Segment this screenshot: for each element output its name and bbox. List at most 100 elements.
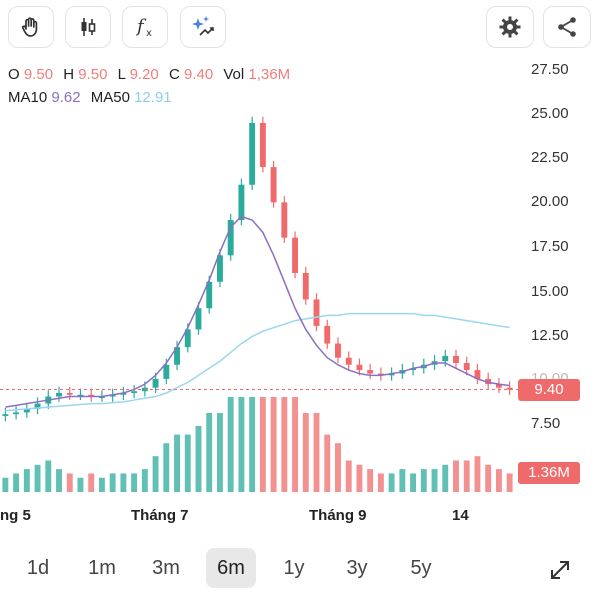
- range-5y-button[interactable]: 5y: [410, 557, 432, 579]
- volume-bar: [34, 464, 41, 492]
- volume-bar: [420, 469, 427, 492]
- volume-bar: [23, 469, 30, 492]
- candle-body: [324, 325, 331, 344]
- candle-body: [238, 184, 245, 221]
- candle-body: [313, 299, 320, 326]
- candle-body: [335, 343, 341, 358]
- volume-bar: [206, 412, 213, 492]
- share-button[interactable]: [543, 6, 591, 48]
- volume-bar: [249, 397, 256, 492]
- range-6m-button[interactable]: 6m: [206, 548, 256, 588]
- ma10-label: MA10: [8, 89, 48, 106]
- candle-body: [34, 403, 41, 409]
- candle-body: [377, 373, 384, 376]
- candle-body: [356, 364, 363, 371]
- candle-body: [485, 378, 492, 385]
- volume-label: Vol: [223, 66, 245, 83]
- volume-bar: [377, 473, 384, 492]
- volume-bar: [399, 469, 406, 492]
- volume-bar: [216, 412, 223, 492]
- range-3m-button[interactable]: 3m: [152, 557, 180, 579]
- volume-bar: [141, 469, 148, 492]
- volume-bar: [453, 460, 459, 492]
- price-chart[interactable]: [0, 0, 600, 540]
- volume-bar: [506, 473, 513, 492]
- low-label: L: [117, 66, 126, 83]
- volume-bar: [367, 469, 374, 492]
- x-axis-label: ng 5: [0, 507, 31, 524]
- x-axis-label: Tháng 7: [131, 507, 189, 524]
- ai-insights-button[interactable]: [180, 6, 226, 48]
- volume-bar: [270, 397, 277, 492]
- y-tick: 27.50: [531, 61, 569, 78]
- ma10-value: 9.62: [51, 89, 81, 106]
- volume-bar: [13, 473, 20, 492]
- range-1d-button[interactable]: 1d: [26, 557, 50, 579]
- volume-value: 1,36M: [248, 66, 291, 83]
- indicators-button[interactable]: f x: [122, 6, 168, 48]
- settings-button[interactable]: [486, 6, 534, 48]
- range-1y-button[interactable]: 1y: [283, 557, 305, 579]
- volume-bar: [313, 412, 320, 492]
- candle-body: [184, 329, 191, 348]
- volume-bar: [345, 460, 352, 492]
- candle-body: [388, 373, 395, 376]
- high-value: 9.50: [78, 66, 108, 83]
- candle-body: [152, 378, 159, 388]
- volume-bar: [356, 464, 363, 492]
- volume-bar: [2, 477, 9, 492]
- ma50-line: [5, 312, 510, 412]
- volume-bar: [227, 397, 234, 492]
- volume-bar: [463, 460, 470, 492]
- candle-body: [292, 237, 299, 273]
- candle-body: [131, 391, 138, 393]
- y-tick: 15.00: [531, 283, 569, 300]
- ai-sparkle-icon: [192, 16, 214, 36]
- candle-body: [270, 167, 277, 203]
- volume-bar: [131, 473, 138, 492]
- volume-bar: [45, 460, 52, 492]
- ma-legend: MA10 9.62 MA50 12.91: [8, 89, 172, 106]
- chart-type-button[interactable]: [65, 6, 111, 48]
- candle-body: [495, 384, 502, 388]
- y-tick: 25.00: [531, 105, 569, 122]
- candle-body: [442, 355, 449, 362]
- volume-bar: [152, 456, 159, 492]
- function-icon: f x: [135, 16, 152, 39]
- share-icon: [558, 17, 576, 37]
- range-selector: 1d 1m 3m 6m 1y 3y 5y: [0, 544, 600, 600]
- volume-bar: [184, 434, 191, 492]
- candle-body: [463, 362, 470, 371]
- candle-body: [216, 255, 223, 282]
- volume-bar: [195, 425, 202, 492]
- range-3y-button[interactable]: 3y: [346, 557, 368, 579]
- volume-bar: [66, 473, 73, 492]
- last-volume-tag: 1.36M: [518, 462, 580, 484]
- volume-bar: [302, 412, 309, 492]
- range-1m-button[interactable]: 1m: [88, 557, 116, 579]
- y-tick: 17.50: [531, 238, 569, 255]
- open-label: O: [8, 66, 20, 83]
- y-tick: 12.50: [531, 327, 569, 344]
- high-label: H: [63, 66, 75, 83]
- expand-icon: [551, 561, 569, 579]
- hand-icon: [21, 17, 38, 37]
- volume-bar: [174, 434, 180, 492]
- close-value: 9.40: [183, 66, 214, 83]
- candle-body: [120, 392, 127, 395]
- candle-body: [345, 357, 352, 365]
- volume-bar: [335, 443, 341, 492]
- volume-bar: [120, 473, 127, 492]
- candle-body: [367, 370, 374, 374]
- volume-bar: [410, 473, 417, 492]
- volume-bar: [77, 477, 84, 492]
- volume-bar: [98, 477, 105, 492]
- hand-tool-button[interactable]: [8, 6, 54, 48]
- open-value: 9.50: [23, 66, 54, 83]
- last-price-tag: 9.40: [518, 379, 580, 401]
- ma50-value: 12.91: [134, 89, 172, 106]
- ma50-label: MA50: [90, 89, 130, 106]
- candle-body: [23, 408, 30, 413]
- fullscreen-button[interactable]: [546, 556, 574, 584]
- candle-body: [249, 122, 256, 185]
